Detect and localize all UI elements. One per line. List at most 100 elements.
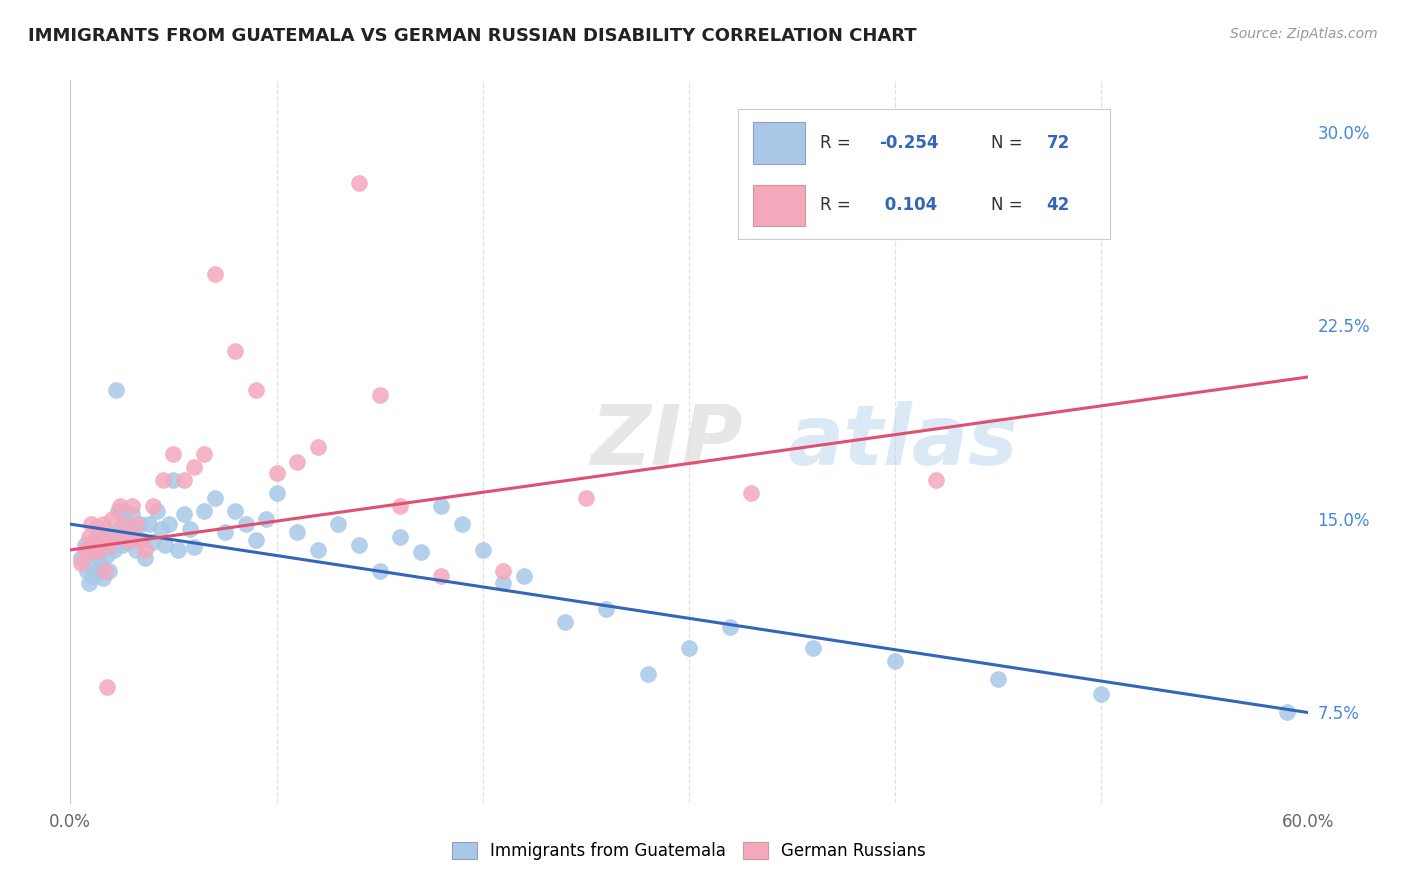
Point — [122, 524, 145, 539]
Point — [153, 538, 176, 552]
Point — [96, 680, 118, 694]
Point — [1275, 706, 1298, 720]
Point — [90, 556, 112, 570]
Point — [179, 522, 201, 536]
Text: IMMIGRANTS FROM GUATEMALA VS GERMAN RUSSIAN DISABILITY CORRELATION CHART: IMMIGRANTS FROM GUATEMALA VS GERMAN RUSS… — [28, 27, 917, 45]
Point — [451, 517, 474, 532]
Point — [235, 517, 257, 532]
Point — [82, 545, 104, 559]
Point — [884, 654, 907, 668]
Point — [368, 564, 391, 578]
Point — [103, 542, 125, 557]
Point — [204, 491, 226, 506]
Text: ZIP: ZIP — [591, 401, 742, 482]
Point — [266, 486, 288, 500]
Point — [112, 517, 135, 532]
Point — [73, 538, 96, 552]
Point — [637, 666, 659, 681]
Point — [801, 640, 824, 655]
Text: Source: ZipAtlas.com: Source: ZipAtlas.com — [1230, 27, 1378, 41]
Point — [430, 568, 453, 582]
Point — [131, 533, 153, 547]
Point — [76, 564, 98, 578]
Point — [162, 473, 184, 487]
Point — [69, 550, 91, 565]
Point — [389, 499, 412, 513]
Point — [84, 533, 107, 547]
Point — [86, 519, 108, 533]
Point — [430, 499, 453, 513]
Point — [595, 602, 617, 616]
Point — [134, 542, 156, 557]
Point — [254, 512, 277, 526]
Point — [80, 517, 103, 532]
Point — [214, 524, 236, 539]
Point — [80, 558, 103, 573]
Point — [925, 473, 948, 487]
Point — [150, 522, 173, 536]
Point — [204, 267, 226, 281]
Point — [347, 538, 370, 552]
Point — [492, 564, 515, 578]
Point — [86, 548, 108, 562]
Point — [183, 541, 205, 555]
Point — [166, 542, 188, 557]
Point — [107, 504, 129, 518]
Point — [80, 542, 103, 557]
Point — [89, 542, 111, 557]
Point — [117, 535, 139, 549]
Point — [224, 504, 246, 518]
Point — [94, 564, 117, 578]
Point — [285, 455, 308, 469]
Point — [96, 548, 118, 562]
Point — [104, 383, 127, 397]
Point — [987, 672, 1010, 686]
Point — [245, 533, 267, 547]
Point — [146, 504, 169, 518]
Text: atlas: atlas — [787, 401, 1018, 482]
Point — [718, 620, 741, 634]
Point — [157, 517, 180, 532]
Point — [84, 533, 107, 547]
Point — [100, 512, 122, 526]
Point — [69, 556, 91, 570]
Point — [112, 504, 135, 518]
Point — [152, 473, 174, 487]
Point — [285, 524, 308, 539]
Point — [125, 517, 148, 532]
Point — [77, 576, 100, 591]
Point — [104, 530, 127, 544]
Point — [471, 542, 494, 557]
Point — [492, 576, 515, 591]
Point — [108, 522, 131, 536]
Point — [129, 533, 152, 547]
Point — [94, 530, 117, 544]
Point — [82, 568, 104, 582]
Point — [183, 460, 205, 475]
Legend: Immigrants from Guatemala, German Russians: Immigrants from Guatemala, German Russia… — [446, 835, 932, 867]
Point — [368, 388, 391, 402]
Point — [89, 564, 111, 578]
Point — [162, 447, 184, 461]
Point — [307, 440, 329, 454]
Point — [193, 447, 215, 461]
Point — [142, 499, 165, 513]
Point — [77, 530, 100, 544]
Point — [90, 530, 112, 544]
Point — [307, 542, 329, 557]
Point — [328, 517, 350, 532]
Point — [678, 640, 700, 655]
Point — [91, 517, 114, 532]
Point — [554, 615, 576, 630]
Point — [409, 545, 432, 559]
Point — [575, 491, 598, 506]
Point — [740, 486, 762, 500]
Point — [134, 550, 156, 565]
Point — [121, 499, 143, 513]
Point — [90, 542, 112, 557]
Point — [125, 542, 148, 557]
Point — [513, 568, 536, 582]
Point — [1090, 687, 1112, 701]
Point — [98, 538, 121, 552]
Point — [224, 344, 246, 359]
